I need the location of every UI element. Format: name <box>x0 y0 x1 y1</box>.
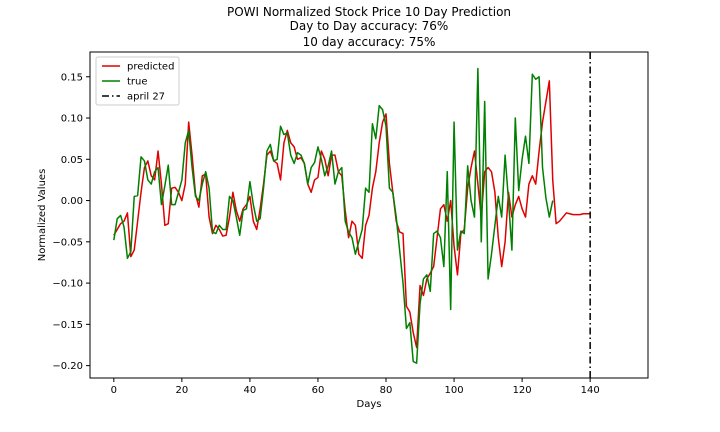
x-tick-label: 140 <box>581 385 600 396</box>
x-tick-label: 60 <box>312 385 325 396</box>
y-tick-label: 0.00 <box>61 196 83 207</box>
y-axis-label: Normalized Values <box>37 169 48 262</box>
legend-box <box>95 56 180 106</box>
y-tick-label: 0.10 <box>61 114 83 125</box>
y-tick-label: −0.05 <box>52 237 83 248</box>
axes-frame <box>89 51 649 379</box>
legend: predicted true april 27 <box>95 56 180 106</box>
plot-area: 0 20 40 60 80 100 120 140 −0.20 −0.15 −0.10 −0.05 0.… <box>52 51 649 396</box>
x-tick-label: 0 <box>111 385 117 396</box>
y-tick-label: −0.15 <box>52 320 83 331</box>
chart-title-line-3: 10 day accuracy: 75% <box>303 35 436 49</box>
chart-title-line-2: Day to Day accuracy: 76% <box>290 19 449 33</box>
legend-label-april-27: april 27 <box>127 92 165 103</box>
x-axis-label: Days <box>357 399 382 410</box>
series-line-predicted <box>113 80 591 349</box>
legend-label-predicted: predicted <box>127 62 174 73</box>
y-tick-label: 0.15 <box>61 72 83 83</box>
chart-title-line-1: POWI Normalized Stock Price 10 Day Predi… <box>227 5 511 19</box>
x-tick-label: 120 <box>513 385 532 396</box>
x-tick-label: 20 <box>175 385 188 396</box>
legend-label-true: true <box>127 77 148 88</box>
x-tick-label: 40 <box>244 385 257 396</box>
y-tick-label: −0.20 <box>52 361 83 372</box>
x-tick-label: 100 <box>445 385 464 396</box>
y-tick-label: 0.05 <box>61 155 83 166</box>
series-line-true <box>113 67 554 364</box>
x-tick-label: 80 <box>380 385 393 396</box>
y-tick-label: −0.10 <box>52 279 83 290</box>
